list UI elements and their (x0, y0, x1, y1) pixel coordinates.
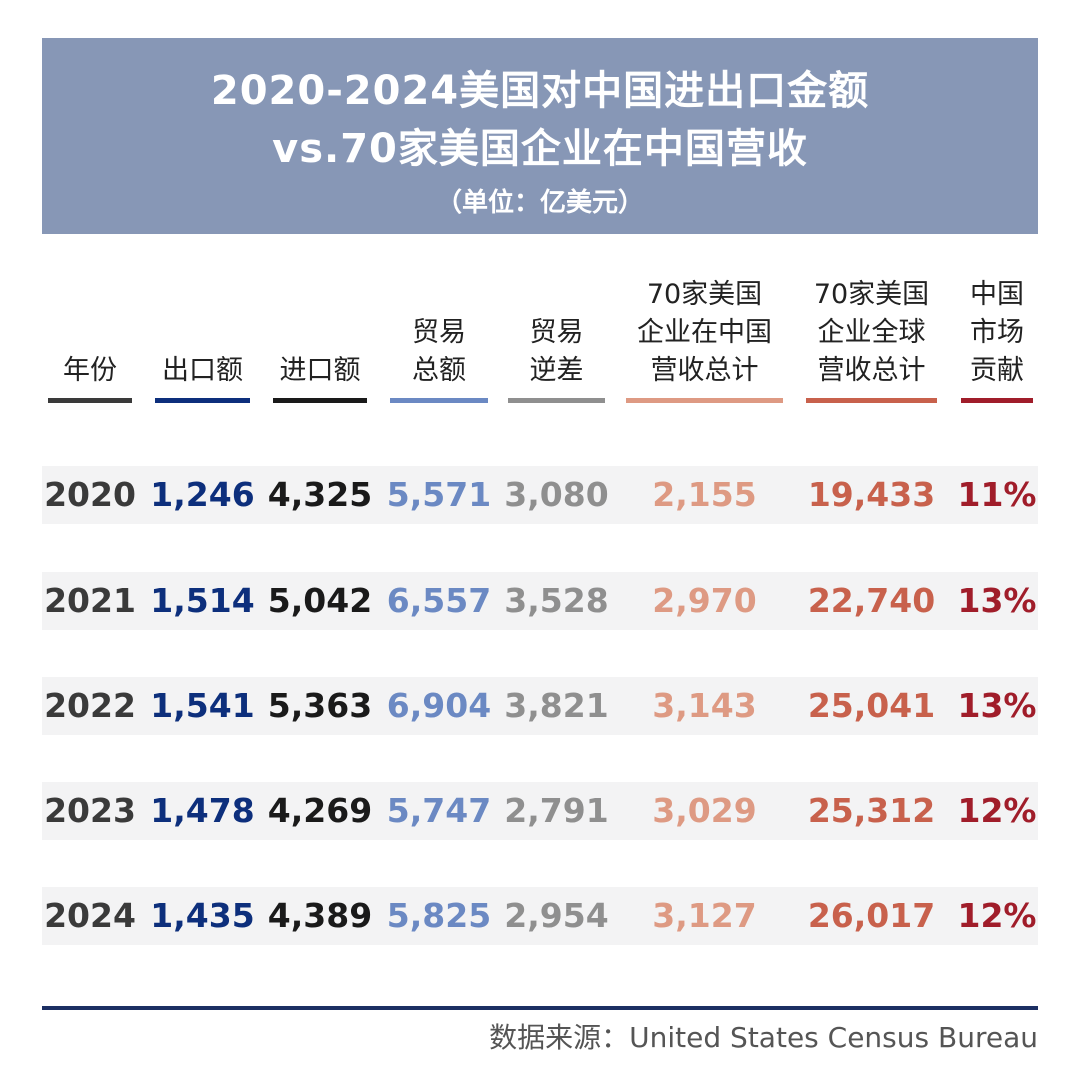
column-header-import: 进口额 (273, 270, 367, 390)
cell-trade_deficit: 2,954 (504, 896, 609, 935)
cell-export: 1,246 (150, 475, 255, 514)
source-note: 数据来源：United States Census Bureau (489, 1021, 1038, 1054)
column-header-line: 企业全球 (817, 317, 926, 348)
chart-title-line-2: vs.70家美国企业在中国营收 (272, 126, 808, 172)
table-row (42, 782, 1038, 840)
cell-global_revenue: 22,740 (807, 581, 936, 620)
cell-china_share: 12% (957, 896, 1037, 935)
cell-china_revenue: 2,155 (652, 475, 757, 514)
column-header-china_share: 中国 市场 贡献 (961, 270, 1033, 390)
column-header-global_revenue: 70家美国企业全球营收总计 (806, 270, 937, 390)
column-header-line: 年份 (63, 355, 117, 386)
cell-import: 4,389 (267, 896, 373, 935)
column-header-line: 贸易 (529, 317, 584, 348)
unit-label: （单位：亿美元） (435, 188, 644, 218)
column-header-year: 年份 (48, 270, 132, 390)
cell-china_revenue: 3,029 (652, 791, 757, 830)
column-header-export: 出口额 (155, 270, 250, 390)
cell-trade_deficit: 2,791 (504, 791, 609, 830)
cell-trade_total: 5,825 (386, 896, 492, 935)
column-header-line: 70家美国 (813, 279, 930, 310)
column-header-line: 出口额 (162, 355, 243, 386)
bottom-rule (42, 1006, 1038, 1010)
cell-trade_total: 5,571 (386, 475, 492, 514)
cell-china_share: 11% (957, 475, 1037, 514)
column-header-trade_total: 贸易 总额 (390, 270, 488, 390)
cell-global_revenue: 25,041 (807, 686, 936, 725)
column-header-line: 贡献 (970, 355, 1024, 386)
cell-year: 2024 (44, 896, 136, 935)
cell-year: 2022 (44, 686, 136, 725)
table-row (42, 466, 1038, 524)
column-header-line: 营收总计 (817, 355, 926, 386)
cell-global_revenue: 26,017 (807, 896, 936, 935)
cell-trade_total: 5,747 (386, 791, 492, 830)
cell-import: 5,363 (267, 686, 373, 725)
column-header-line: 总额 (412, 355, 466, 386)
column-header-line: 贸易 (412, 317, 466, 348)
cell-export: 1,541 (150, 686, 255, 725)
cell-year: 2020 (44, 475, 136, 514)
column-header-line: 企业在中国 (637, 317, 772, 348)
column-header-line: 进口额 (279, 355, 361, 386)
cell-export: 1,514 (150, 581, 255, 620)
title-banner: 2020-2024美国对中国进出口金额 vs.70家美国企业在中国营收 （单位：… (42, 38, 1038, 234)
cell-trade_deficit: 3,080 (504, 475, 609, 514)
cell-import: 4,269 (267, 791, 373, 830)
column-underline-china_revenue (626, 398, 783, 403)
cell-import: 5,042 (267, 581, 373, 620)
cell-global_revenue: 19,433 (807, 475, 936, 514)
cell-trade_deficit: 3,528 (504, 581, 609, 620)
column-header-line: 市场 (970, 317, 1024, 348)
cell-year: 2021 (44, 581, 136, 620)
column-header-line: 营收总计 (650, 355, 759, 386)
column-underline-import (273, 398, 367, 403)
column-header-line: 70家美国 (646, 279, 763, 310)
cell-china_revenue: 3,127 (652, 896, 757, 935)
cell-global_revenue: 25,312 (807, 791, 936, 830)
cell-china_revenue: 3,143 (652, 686, 757, 725)
column-underline-china_share (961, 398, 1033, 403)
column-underline-trade_deficit (508, 398, 605, 403)
column-underline-year (48, 398, 132, 403)
cell-trade_total: 6,904 (386, 686, 492, 725)
cell-china_share: 13% (957, 581, 1037, 620)
cell-trade_total: 6,557 (386, 581, 492, 620)
column-underline-trade_total (390, 398, 488, 403)
column-underline-export (155, 398, 250, 403)
cell-export: 1,435 (150, 896, 255, 935)
column-header-line: 逆差 (529, 355, 584, 386)
cell-china_revenue: 2,970 (652, 581, 757, 620)
column-header-trade_deficit: 贸易 逆差 (508, 270, 605, 390)
table-row (42, 677, 1038, 735)
cell-china_share: 13% (957, 686, 1037, 725)
cell-import: 4,325 (267, 475, 373, 514)
column-header-china_revenue: 70家美国企业在中国营收总计 (626, 270, 783, 390)
cell-trade_deficit: 3,821 (504, 686, 609, 725)
table-row (42, 572, 1038, 630)
table-row (42, 887, 1038, 945)
chart-title-line-1: 2020-2024美国对中国进出口金额 (210, 68, 870, 114)
cell-export: 1,478 (150, 791, 255, 830)
column-header-line: 中国 (970, 279, 1024, 310)
cell-year: 2023 (44, 791, 136, 830)
column-underline-global_revenue (806, 398, 937, 403)
cell-china_share: 12% (957, 791, 1037, 830)
